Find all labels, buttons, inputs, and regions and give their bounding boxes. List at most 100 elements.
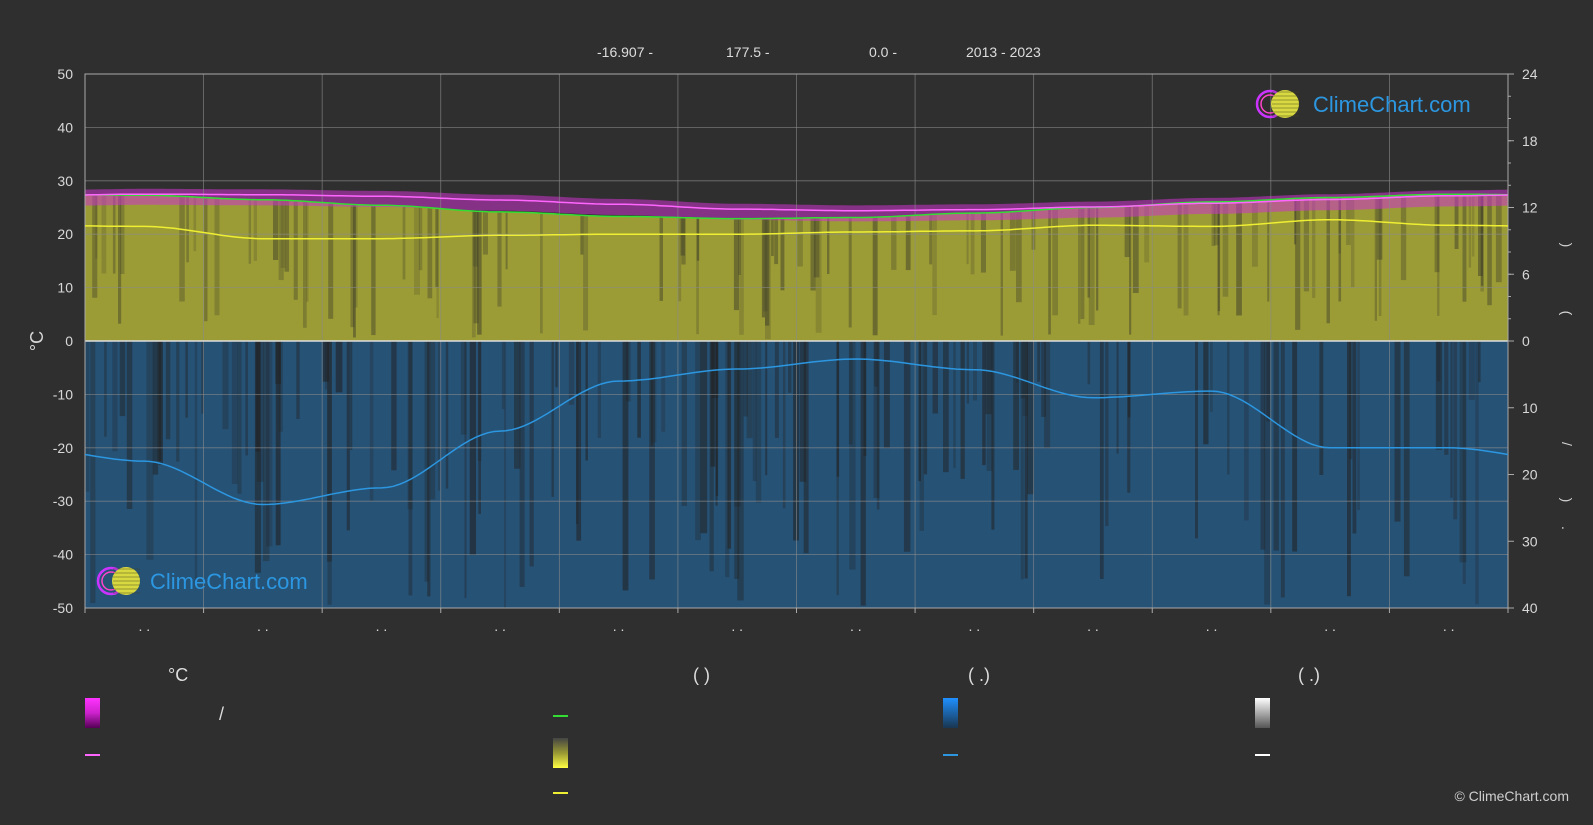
sunshine-streak [1096,207,1099,311]
precip-streak [695,341,701,541]
precip-streak [985,341,992,415]
sunshine-streak [733,218,739,311]
precip-streak [464,341,467,599]
precip-streak [1037,341,1041,382]
precip-streak [637,341,641,438]
sunshine-streak [1462,194,1467,302]
sunshine-streak [815,217,822,333]
precip-streak [501,341,505,410]
precip-streak [1105,341,1109,527]
sunshine-streak [371,205,376,336]
y-left-tick-label: 20 [57,226,73,242]
precip-streak [335,341,343,393]
sunshine-streak [193,196,197,252]
precip-streak [1349,341,1353,460]
precip-streak [237,341,242,494]
sunshine-streak [1080,207,1085,320]
x-tick-label: . . [1443,618,1455,634]
sunshine-streak [1048,209,1051,335]
precip-streak [460,341,467,435]
precip-streak [1352,341,1357,534]
precip-streak [391,341,397,471]
sunshine-streak [1000,212,1003,336]
sunshine-streak [1211,201,1216,246]
precip-streak [1459,341,1467,563]
precip-streak [165,341,171,440]
sunshine-streak [482,211,488,255]
temperature-mean-line [85,193,1508,212]
precip-streak [1127,341,1131,418]
precip-streak [1453,341,1458,520]
sunshine-streak [179,196,185,302]
sunshine-streak [1183,202,1189,316]
precip-streak [255,341,260,452]
precip-streak [626,341,631,402]
y-right-top-tick-label: 12 [1522,200,1538,216]
y-left-tick-label: -20 [53,440,73,456]
sunshine-streak [1481,194,1484,286]
precip-streak [327,341,332,605]
precip-streak [112,341,118,452]
precip-streak [1020,341,1025,399]
precip-streak [231,341,238,484]
sunshine-streak [678,217,682,302]
sunshine-streak [214,198,220,316]
sunshine-streak [738,218,741,275]
precip-streak [849,341,856,570]
precip-streak [919,341,924,531]
sunshine-streak [1312,197,1316,298]
precip-streak [296,341,300,419]
precip-streak [799,341,807,482]
precip-streak [715,341,718,506]
sunshine-streak [980,213,986,273]
legend-daylight-line [553,715,568,717]
sunshine-streak [497,211,502,307]
precip-streak [437,341,441,491]
sunshine-line [85,218,1508,240]
precip-streak [876,341,880,510]
sunshine-streak [774,218,779,265]
x-tick-label: . . [1324,618,1336,634]
legend-temp-slash: / [219,704,225,724]
precip-streak [848,341,853,445]
precip-streak [1436,341,1441,382]
sunshine-streak [273,199,279,260]
precip-streak [1403,341,1410,577]
y-right-bottom-tick-label: 30 [1522,533,1538,549]
precip-streak [1450,341,1453,498]
sunshine-streak [763,218,768,312]
x-tick-label: . . [731,618,743,634]
precip-streak [1013,341,1019,470]
precip-streak [1292,341,1298,552]
precip-streak [568,341,575,405]
precip-streak [1016,341,1019,383]
sunshine-streak [1303,198,1309,292]
legend-sunshine-swatch [553,738,568,768]
sunshine-streak [1087,207,1090,298]
y-left-tick-label: -40 [53,547,73,563]
y-left-tick-label: -10 [53,386,73,402]
precip-streak [1435,341,1443,450]
precip-streak [1227,341,1230,475]
sunshine-streak [248,199,252,264]
precip-streak [346,341,350,531]
precip-streak [1394,341,1401,522]
precip-streak [430,341,436,500]
precip-streak [1347,341,1351,597]
sunshine-streak [1177,203,1182,309]
precip-streak [275,341,281,546]
precip-streak [176,341,180,462]
sunshine-streak [278,200,284,281]
legend-snow-swatch [1255,698,1270,728]
sunshine-streak [761,218,765,318]
sunshine-streak [1088,207,1095,325]
precip-streak [1022,341,1028,416]
y-left-tick-label: 50 [57,66,73,82]
precip-streak [504,341,507,608]
sunshine-streak [1487,194,1492,306]
sunshine-streak [1350,197,1355,288]
sunshine-streak [765,218,770,326]
y-right-bottom-axis-title: / [1559,442,1575,446]
precip-streak [918,341,921,482]
precip-streak [278,341,283,432]
